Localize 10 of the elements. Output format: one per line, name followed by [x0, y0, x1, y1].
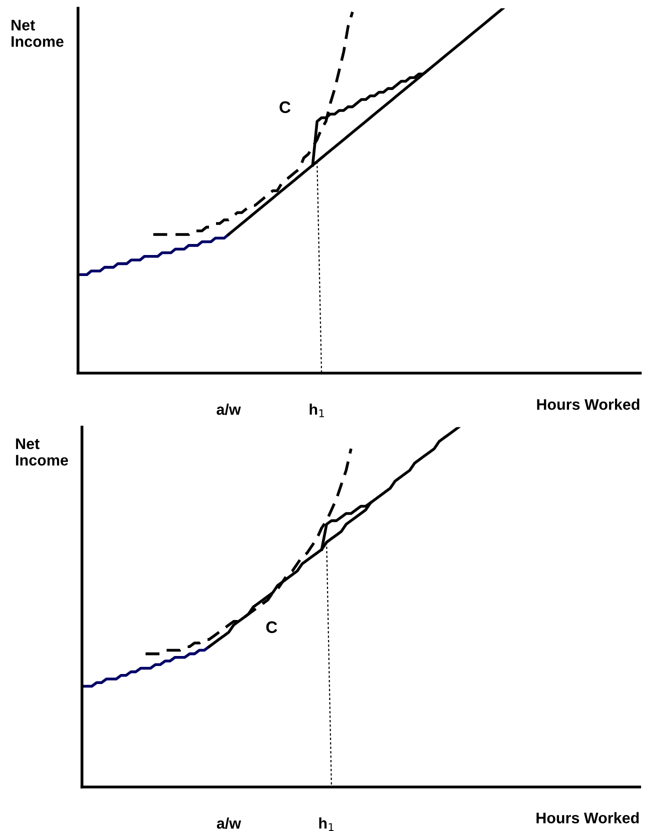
x-tick-label: h$_{1}$ [319, 817, 334, 831]
annotation: C [280, 101, 290, 114]
x-axis-title: Hours Worked [537, 398, 640, 410]
x-tick-label: a/w [216, 818, 242, 829]
y-axis-title: Net Income [16, 438, 68, 466]
x-axis-title: Hours Worked [536, 812, 639, 824]
x-tick-label: a/w [216, 404, 241, 416]
y-axis-title: Net Income [12, 20, 64, 47]
x-tick-label: h$_{1}$ [310, 404, 324, 418]
annotation: C [266, 621, 278, 634]
